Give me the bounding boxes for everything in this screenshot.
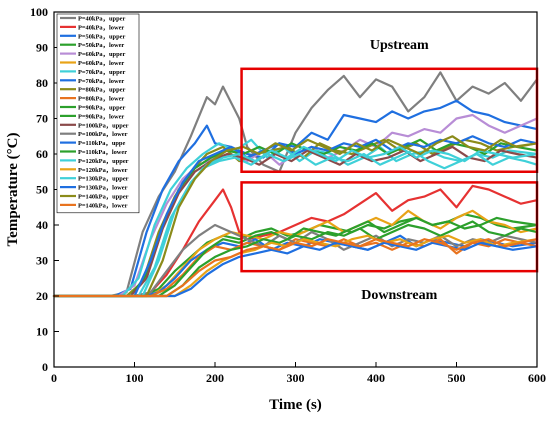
y-tick-label-7: 70: [36, 112, 48, 126]
region-label-0: Upstream: [370, 38, 429, 53]
legend-label-4: P=60kPa，upper: [78, 51, 125, 58]
legend-label-0: P=40kPa，upper: [78, 16, 125, 23]
legend-label-20: P=140kPa，upper: [78, 194, 129, 201]
axes-layer: 0 100 200 300 400 500 600 0 10 20 30 40 50 60 70 80 90 10…: [30, 5, 546, 385]
legend-label-19: P=130kPa，lower: [78, 185, 128, 192]
x-tick-label-6: 600: [528, 371, 546, 385]
series-layer: [52, 71, 539, 298]
x-tick-label-3: 300: [287, 371, 305, 385]
annotation-box-layer: Upstream Downstream: [240, 38, 539, 303]
legend-label-15: P=110kPa，lower: [78, 149, 127, 156]
legend-label-16: P=120kPa，upper: [78, 158, 129, 165]
x-tick-label-5: 500: [448, 371, 466, 385]
legend-label-21: P=140kPa，lower: [78, 202, 128, 209]
legend-label-14: P=110kPa，uppe: [78, 140, 125, 147]
x-tick-label-4: 400: [367, 371, 385, 385]
series-line-3: [52, 213, 539, 298]
series-line-12: [52, 145, 539, 298]
legend-label-2: P=50kPa，upper: [78, 33, 125, 40]
y-axis-title: Temperature (°C): [5, 133, 21, 247]
series-line-7: [52, 234, 539, 298]
legend-label-6: P=70kPa，upper: [78, 69, 125, 76]
region-label-1: Downstream: [361, 288, 437, 303]
series-line-6: [52, 138, 539, 298]
series-line-20: [52, 135, 539, 298]
legend-label-18: P=130kPa，upper: [78, 176, 129, 183]
legend-label-7: P=70kPa，lower: [78, 78, 124, 85]
y-tick-label-3: 30: [36, 254, 48, 268]
y-tick-label-0: 0: [42, 360, 48, 374]
legend-label-17: P=120kPa，lower: [78, 167, 128, 174]
series-line-9: [52, 238, 539, 298]
y-tick-label-10: 100: [30, 5, 48, 19]
y-tick-label-5: 50: [36, 183, 48, 197]
y-tick-label-9: 90: [36, 41, 48, 55]
series-line-0: [52, 71, 539, 298]
x-tick-label-1: 100: [126, 371, 144, 385]
series-line-15: [52, 220, 539, 298]
legend-label-13: P=100kPa，lower: [78, 131, 128, 138]
series-line-1: [52, 184, 539, 298]
y-tick-label-8: 80: [36, 76, 48, 90]
y-tick-label-4: 40: [36, 218, 48, 232]
legend-label-1: P=40kPa，lower: [78, 24, 124, 31]
series-line-11: [52, 216, 539, 298]
series-line-2: [52, 99, 539, 298]
legend-label-9: P=80kPa，lower: [78, 96, 124, 103]
series-line-14: [52, 135, 539, 298]
series-line-21: [52, 238, 539, 298]
legend-label-10: P=90kPa，upper: [78, 105, 125, 112]
y-tick-label-1: 10: [36, 325, 48, 339]
legend-label-8: P=80kPa，upper: [78, 87, 125, 94]
legend-label-5: P=60kPa，lower: [78, 60, 124, 67]
legend-label-12: P=100kPa，upper: [78, 122, 129, 129]
legend-label-3: P=50kPa，lower: [78, 42, 124, 49]
y-tick-label-6: 60: [36, 147, 48, 161]
series-line-19: [52, 241, 539, 298]
x-tick-label-0: 0: [51, 371, 57, 385]
legend-frame: [56, 13, 140, 214]
y-tick-label-2: 20: [36, 289, 48, 303]
series-line-5: [52, 209, 539, 298]
x-tick-label-2: 200: [206, 371, 224, 385]
x-axis-title: Time (s): [269, 397, 322, 413]
legend-label-11: P=90kPa，lower: [78, 113, 124, 120]
